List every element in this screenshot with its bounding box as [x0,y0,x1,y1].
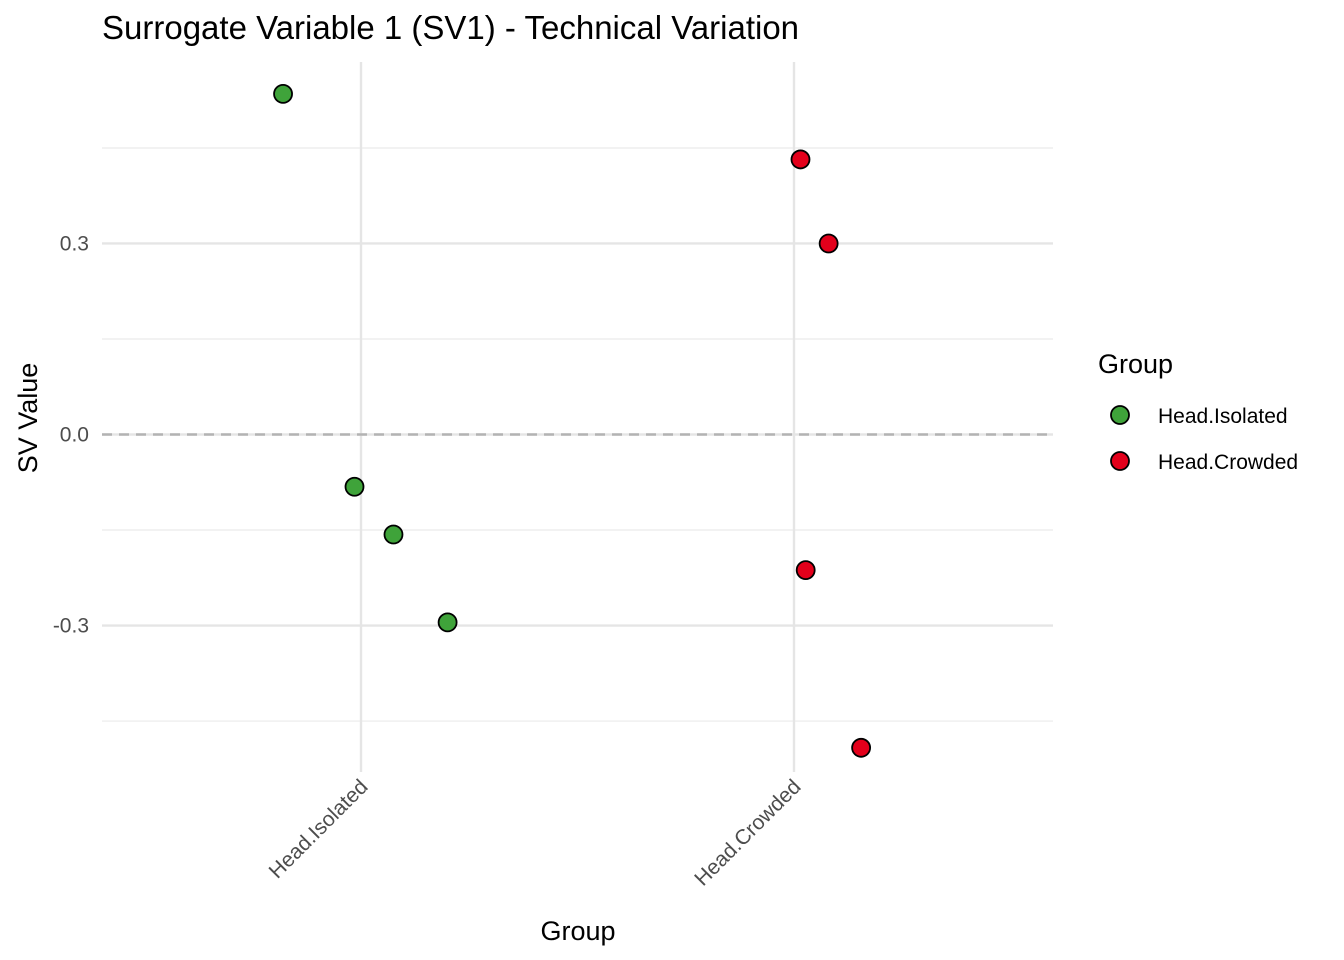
data-point [437,612,458,633]
data-point [795,560,816,581]
y-tick-label: 0.3 [60,232,89,255]
x-axis-title: Group [540,916,615,946]
point-layer [273,83,872,758]
y-tick-labels: -0.3 0.0 0.3 [53,232,89,637]
legend-entries: Head.Isolated Head.Crowded [1110,405,1298,474]
data-point [851,737,872,758]
legend-title: Group [1098,349,1173,379]
y-tick-label: -0.3 [53,615,89,638]
legend-key [1110,451,1130,471]
legend-label: Head.Crowded [1158,451,1298,474]
data-point [790,149,811,170]
legend-label: Head.Isolated [1158,405,1288,428]
data-point [818,233,839,254]
legend-key [1110,405,1130,425]
data-point [344,476,365,497]
data-point [273,83,293,104]
legend: Group Head.Isolated Head.Crowded [1098,349,1298,474]
y-tick-label: 0.0 [60,424,89,447]
y-axis-title: SV Value [13,363,43,474]
data-point [383,524,404,545]
chart-title: Surrogate Variable 1 (SV1) - Technical V… [102,9,799,46]
